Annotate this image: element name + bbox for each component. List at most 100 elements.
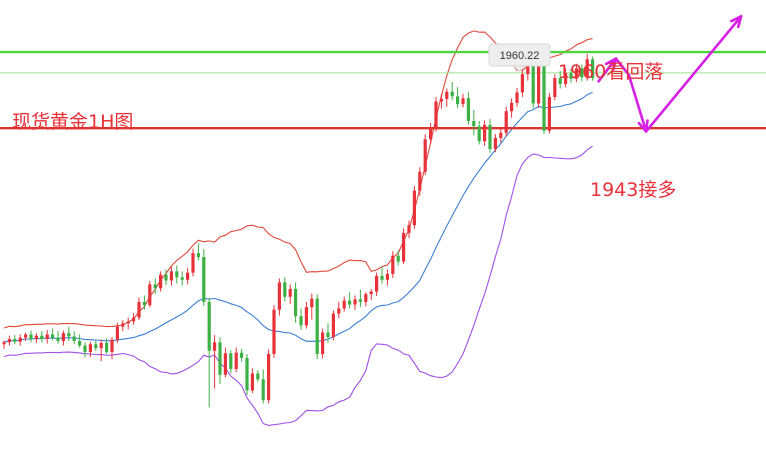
candle-body xyxy=(153,284,157,289)
candle xyxy=(2,340,6,349)
candle-body xyxy=(304,307,308,326)
candle-body xyxy=(256,373,260,380)
candle-body xyxy=(542,58,546,131)
candle xyxy=(477,121,481,145)
candle xyxy=(277,278,281,316)
candle-body xyxy=(29,334,33,340)
candle-body xyxy=(110,339,114,353)
candle-body xyxy=(175,271,179,278)
candle xyxy=(56,331,60,344)
candle-body xyxy=(488,124,492,150)
candle xyxy=(499,128,503,143)
candle xyxy=(418,167,422,196)
candle xyxy=(24,332,28,341)
candle xyxy=(547,93,551,134)
candle xyxy=(83,342,87,358)
candle-body xyxy=(396,255,400,262)
candle-body xyxy=(402,232,406,262)
candle-body xyxy=(40,335,44,340)
candle xyxy=(207,298,211,408)
candle-body xyxy=(315,298,319,354)
candle-body xyxy=(331,313,335,338)
candle-body xyxy=(61,333,65,341)
candle xyxy=(191,248,195,277)
candle xyxy=(164,269,168,286)
candle-body xyxy=(250,373,254,391)
candle-body xyxy=(450,91,454,97)
candle xyxy=(159,271,163,292)
candle-body xyxy=(348,300,352,305)
candle-body xyxy=(585,59,589,78)
candle xyxy=(375,272,379,297)
price-levels xyxy=(0,50,766,130)
candle-body xyxy=(213,342,217,351)
candle xyxy=(72,331,76,345)
candle-body xyxy=(83,345,87,353)
candle xyxy=(520,69,524,97)
candle xyxy=(310,293,314,320)
candle-body xyxy=(510,102,514,112)
candle-body xyxy=(45,334,49,340)
candle-body xyxy=(553,78,557,97)
candle xyxy=(29,330,33,343)
candle-body xyxy=(207,301,211,351)
candle xyxy=(186,268,190,285)
candle-body xyxy=(569,72,573,79)
candle-body xyxy=(445,91,449,99)
forecast-arrow-segment xyxy=(644,14,743,133)
candle-body xyxy=(574,68,578,79)
candle xyxy=(196,243,200,261)
candle-body xyxy=(272,309,276,354)
candle-body xyxy=(132,317,136,322)
candle xyxy=(380,266,384,284)
candle-body xyxy=(353,299,357,305)
candle xyxy=(461,93,465,108)
candle xyxy=(331,310,335,341)
candle-body xyxy=(504,111,508,133)
candle xyxy=(369,288,373,300)
candle xyxy=(261,369,265,404)
candle-body xyxy=(196,253,200,258)
candle-body xyxy=(385,273,389,280)
candle xyxy=(132,312,136,325)
candle-body xyxy=(364,294,368,302)
candle-body xyxy=(418,171,422,191)
candle-body xyxy=(78,340,82,346)
candle-body xyxy=(493,137,497,150)
candle-body xyxy=(142,301,146,306)
candle-body xyxy=(591,59,595,79)
candle-body xyxy=(547,96,551,131)
candle xyxy=(342,296,346,312)
candle-body xyxy=(472,121,476,127)
candle xyxy=(61,330,65,346)
candle-body xyxy=(326,332,330,338)
candle-body xyxy=(461,98,465,105)
candle xyxy=(223,347,227,378)
candle-body xyxy=(369,291,373,295)
candle xyxy=(348,292,352,309)
candle-body xyxy=(148,284,152,306)
candle-body xyxy=(423,139,427,172)
candle xyxy=(245,353,249,395)
candle-body xyxy=(391,255,395,274)
candle-body xyxy=(337,308,341,314)
candle xyxy=(456,87,460,109)
candle xyxy=(510,98,514,118)
candle-body xyxy=(218,342,222,375)
candle-body xyxy=(456,96,460,105)
candle-body xyxy=(202,257,206,302)
candle-body xyxy=(380,275,384,280)
candle xyxy=(218,337,222,384)
candle-body xyxy=(299,316,303,326)
candle xyxy=(304,301,308,329)
candle-body xyxy=(159,274,163,289)
candle xyxy=(110,337,114,360)
candle-body xyxy=(515,92,519,103)
candle-body xyxy=(520,74,524,93)
candle-body xyxy=(429,127,433,140)
candle xyxy=(434,96,438,132)
candle-body xyxy=(342,300,346,309)
candle xyxy=(385,269,389,286)
candle-body xyxy=(412,190,416,226)
candle-body xyxy=(180,277,184,280)
